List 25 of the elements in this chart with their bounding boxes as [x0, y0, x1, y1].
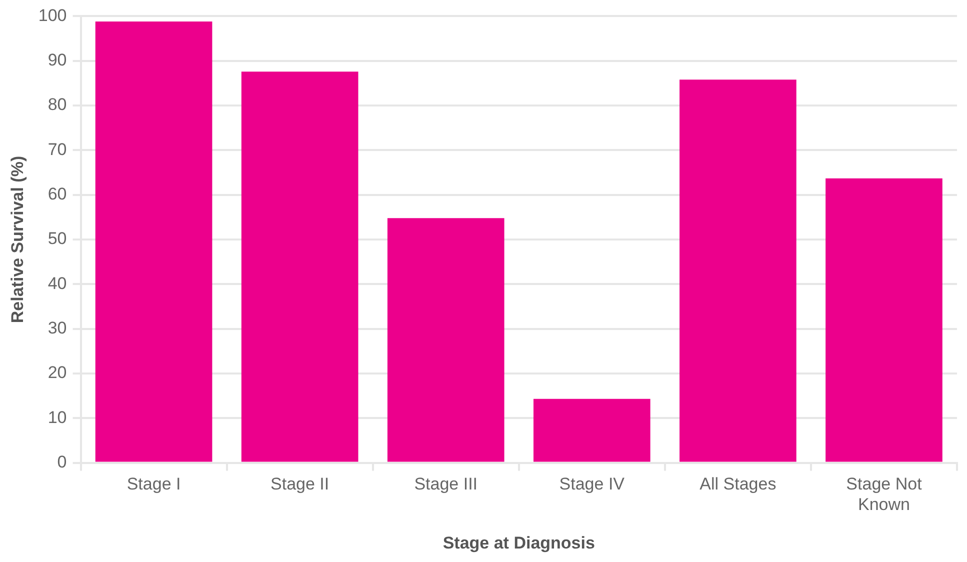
- bar: [95, 22, 212, 462]
- y-tick-label: 30: [48, 318, 67, 338]
- x-tick-label: All Stages: [700, 474, 776, 494]
- bar: [680, 80, 796, 462]
- y-axis-title: Relative Survival (%): [8, 156, 27, 324]
- bar: [387, 218, 504, 462]
- x-tick-label: Stage II: [270, 474, 330, 494]
- y-tick-label: 100: [38, 6, 67, 25]
- bar: [241, 72, 358, 462]
- x-tick-label: Stage I: [126, 474, 181, 494]
- y-tick-label: 20: [48, 363, 67, 382]
- y-tick-label: 70: [48, 140, 67, 159]
- x-tick-label: Stage IV: [559, 474, 626, 494]
- y-tick-label: 40: [48, 274, 67, 293]
- bar: [826, 178, 942, 462]
- y-tick-label: 80: [48, 95, 67, 114]
- y-tick-label: 10: [48, 408, 67, 427]
- x-tick-label: Stage III: [414, 474, 478, 494]
- y-tick-label: 90: [48, 50, 67, 70]
- y-tick-label: 60: [48, 184, 67, 204]
- x-tick-label: Stage Not Known: [846, 474, 922, 514]
- y-tick-label: 50: [48, 229, 67, 248]
- y-tick-label: 0: [57, 452, 67, 472]
- x-axis-title: Stage at Diagnosis: [442, 533, 595, 552]
- bar: [533, 398, 650, 462]
